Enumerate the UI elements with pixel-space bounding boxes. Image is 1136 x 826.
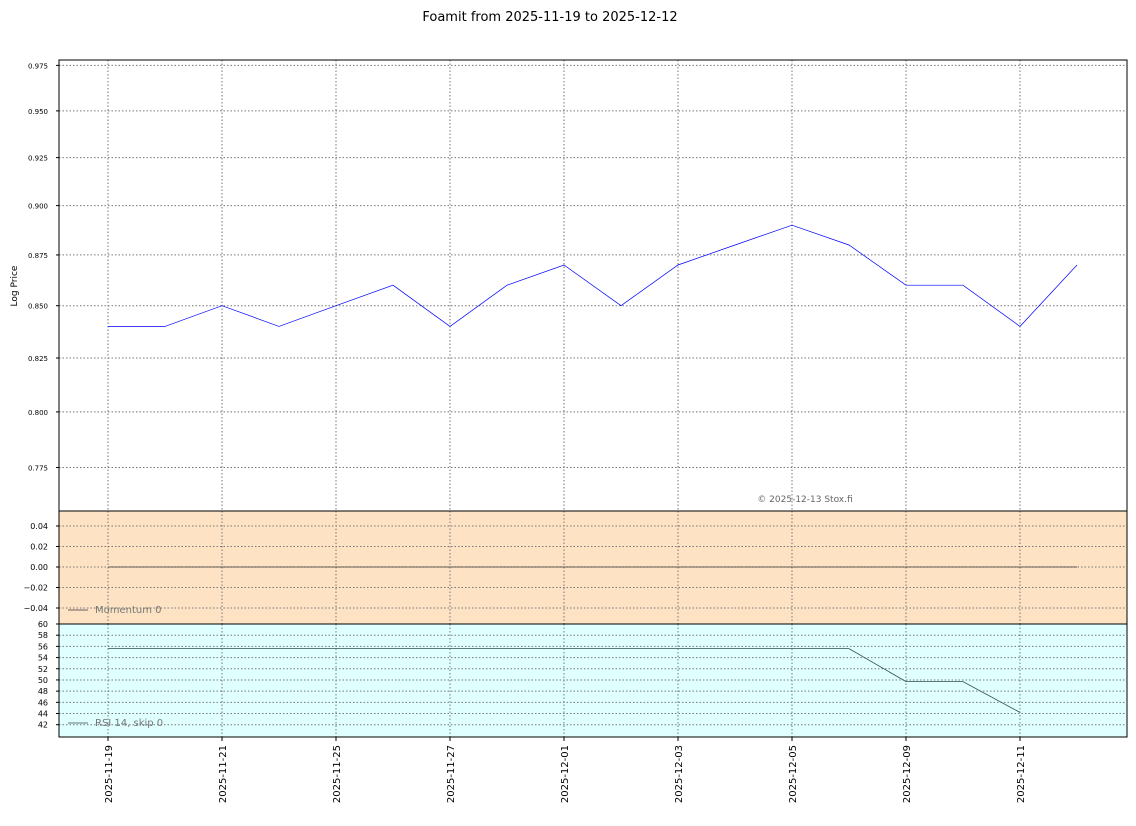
y-tick-label: 58	[38, 631, 48, 640]
copyright-annotation: © 2025-12-13 Stox.fi	[757, 495, 852, 505]
legend-label: Momentum 0	[95, 605, 162, 616]
series-line-rsi-14-skip-0	[108, 648, 1021, 713]
panel-2-background	[59, 624, 1127, 737]
y-tick-label: 0.04	[30, 522, 48, 531]
y-tick-label: 52	[38, 665, 48, 674]
y-tick-label: 0.775	[28, 465, 48, 473]
y-tick-label: 0.925	[28, 155, 48, 163]
y-tick-label: 0.02	[30, 542, 48, 551]
y-tick-label: 56	[38, 642, 48, 651]
x-tick-label: 2025-12-05	[788, 745, 799, 803]
y-axis-label: Log Price	[10, 265, 20, 306]
y-tick-label: 0.00	[30, 563, 48, 572]
y-tick-label: 0.950	[28, 108, 48, 116]
y-tick-label: −0.02	[23, 583, 48, 592]
y-tick-label: 0.800	[28, 409, 48, 417]
x-tick-label: 2025-12-11	[1016, 745, 1027, 803]
x-tick-label: 2025-12-09	[902, 745, 913, 803]
y-tick-label: −0.04	[23, 604, 48, 613]
y-tick-label: 48	[38, 687, 48, 696]
y-tick-label: 0.875	[28, 252, 48, 260]
y-tick-label: 54	[38, 654, 48, 663]
legend-label: RSI 14, skip 0	[95, 718, 163, 729]
x-tick-label: 2025-12-03	[674, 745, 685, 803]
y-tick-label: 0.975	[28, 62, 48, 70]
x-tick-label: 2025-11-19	[104, 745, 115, 803]
y-tick-label: 0.825	[28, 355, 48, 363]
y-tick-label: 60	[38, 620, 48, 629]
y-tick-label: 46	[38, 698, 48, 707]
y-tick-label: 0.900	[28, 203, 48, 211]
series-line-price	[108, 224, 1078, 327]
x-tick-label: 2025-12-01	[560, 745, 571, 803]
y-tick-label: 44	[38, 710, 48, 719]
y-tick-label: 42	[38, 721, 48, 730]
panel-2-frame	[58, 623, 1128, 738]
x-tick-label: 2025-11-27	[446, 745, 457, 803]
x-tick-label: 2025-11-21	[218, 745, 229, 803]
y-tick-label: 50	[38, 676, 48, 685]
chart-title: Foamit from 2025-11-19 to 2025-12-12	[422, 10, 677, 25]
y-tick-label: 0.850	[28, 303, 48, 311]
panel-1-background	[59, 511, 1127, 624]
x-tick-label: 2025-11-25	[332, 745, 343, 803]
